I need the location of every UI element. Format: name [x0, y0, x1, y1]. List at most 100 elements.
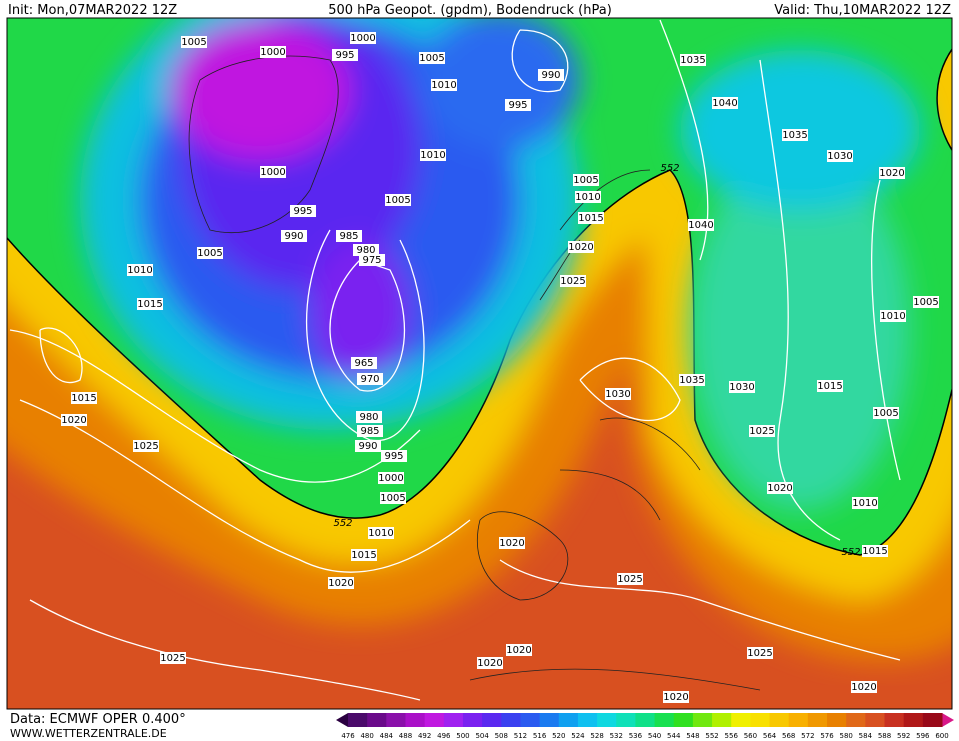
isobar-label: 1010: [880, 311, 905, 322]
isobar-label-bg: [851, 681, 877, 693]
isobar-label-bg: [133, 440, 159, 452]
colorbar-segment: [865, 713, 886, 727]
colorbar-label: 580: [840, 732, 853, 740]
isobar-label-bg: [160, 652, 186, 664]
isobar-label-bg: [368, 527, 394, 539]
isobar-label: 1030: [827, 151, 852, 162]
colorbar-segment: [348, 713, 368, 727]
isobar-label: 1010: [420, 150, 445, 161]
isobar-label: 995: [293, 206, 312, 217]
data-source: Data: ECMWF OPER 0.400°: [10, 712, 186, 727]
isobar-label-bg: [385, 194, 411, 206]
colorbar-label: 480: [360, 732, 373, 740]
isobar-label: 1020: [568, 242, 593, 253]
colorbar-label: 544: [667, 732, 681, 740]
isobars: [9, 19, 901, 701]
isobar-label-bg: [197, 247, 223, 259]
isobar-label: 1005: [181, 37, 206, 48]
colorbar-segment: [405, 713, 426, 727]
colorbar-segment: [692, 713, 713, 727]
isobar-label: 1020: [328, 578, 353, 589]
isobar-label-bg: [538, 69, 564, 81]
isobar-label: 995: [508, 100, 527, 111]
isobar-label-bg: [560, 275, 586, 287]
isobar-label-bg: [749, 425, 775, 437]
isobar-label: 1005: [385, 195, 410, 206]
isobar-label-bg: [181, 36, 207, 48]
isobar-label: 1000: [260, 47, 285, 58]
isobar-label: 1025: [617, 574, 642, 585]
isobar-label: 1010: [368, 528, 393, 539]
isobar-label-bg: [357, 373, 383, 385]
isobar-label-bg: [880, 310, 906, 322]
colorbar-label: 596: [916, 732, 930, 740]
colorbar-segment: [788, 713, 809, 727]
isobar-label: 1035: [680, 55, 705, 66]
isobar-label: 1030: [729, 382, 754, 393]
isobar-label: 1025: [749, 426, 774, 437]
colorbar-segment: [654, 713, 675, 727]
isobar-label-bg: [351, 357, 377, 369]
colorbar-segment: [903, 713, 924, 727]
isobar-label: 1015: [71, 393, 96, 404]
colorbar-label: 488: [399, 732, 412, 740]
isobar-label: 1020: [477, 658, 502, 669]
colorbar-segment: [577, 713, 598, 727]
colorbar-label: 532: [610, 732, 623, 740]
isobar-label-bg: [380, 492, 406, 504]
colorbar-segment: [750, 713, 771, 727]
isobar-label-bg: [568, 241, 594, 253]
isobar-label: 1015: [351, 550, 376, 561]
isobar-label-bg: [747, 647, 773, 659]
colorbar-segment: [712, 713, 732, 727]
colorbar-segment: [827, 713, 847, 727]
isobar-label: 1040: [712, 98, 737, 109]
colorbar-label: 524: [571, 732, 585, 740]
colorbar-label: 588: [878, 732, 891, 740]
colorbar-label: 576: [820, 732, 834, 740]
isobar-label-bg: [605, 388, 631, 400]
colorbar-segment: [443, 713, 464, 727]
valid-time: Valid: Thu,10MAR2022 12Z: [774, 3, 951, 18]
isobar-label: 990: [358, 441, 377, 452]
isobar-label: 1040: [688, 220, 713, 231]
colorbar-label: 520: [552, 732, 565, 740]
colorbar-segment: [539, 713, 560, 727]
isobar-label: 1000: [350, 33, 375, 44]
colorbar-segment: [482, 713, 502, 727]
colorbar-label: 504: [475, 732, 489, 740]
colorbar-label: 556: [725, 732, 739, 740]
coastlines: [188, 55, 761, 691]
isobar-label-bg: [61, 414, 87, 426]
colorbar-label: 484: [380, 732, 394, 740]
colorbar-label: 528: [590, 732, 603, 740]
isobar-label: 1010: [852, 498, 877, 509]
colorbar-label: 508: [495, 732, 508, 740]
isobar-label: 1005: [419, 53, 444, 64]
isobar-label-bg: [817, 380, 843, 392]
isobar-label-bg: [679, 374, 705, 386]
isobar-label: 975: [362, 255, 381, 266]
colorbar-segment: [367, 713, 387, 727]
isobar-label: 1015: [578, 213, 603, 224]
isobar-label: 1010: [127, 265, 152, 276]
isobar-label-bg: [913, 296, 939, 308]
colorbar-segment: [922, 713, 943, 727]
isobar-label-bg: [260, 46, 286, 58]
isobar-label-bg: [332, 49, 358, 61]
isobar-label-bg: [578, 212, 604, 224]
colorbar-segment: [558, 713, 579, 727]
colorbar-label: 572: [801, 732, 814, 740]
isobar-label-bg: [328, 577, 354, 589]
colorbar-label: 600: [935, 732, 948, 740]
colorbar-label: 564: [763, 732, 777, 740]
isobar-label-bg: [353, 244, 379, 256]
isobar-label: 1000: [260, 167, 285, 178]
isobar-label-bg: [506, 644, 532, 656]
isobar-label-bg: [712, 97, 738, 109]
isobar-label: 995: [384, 451, 403, 462]
isobar-label-bg: [281, 230, 307, 242]
colorbar-label: 540: [648, 732, 661, 740]
isobar-label-bg: [357, 425, 383, 437]
